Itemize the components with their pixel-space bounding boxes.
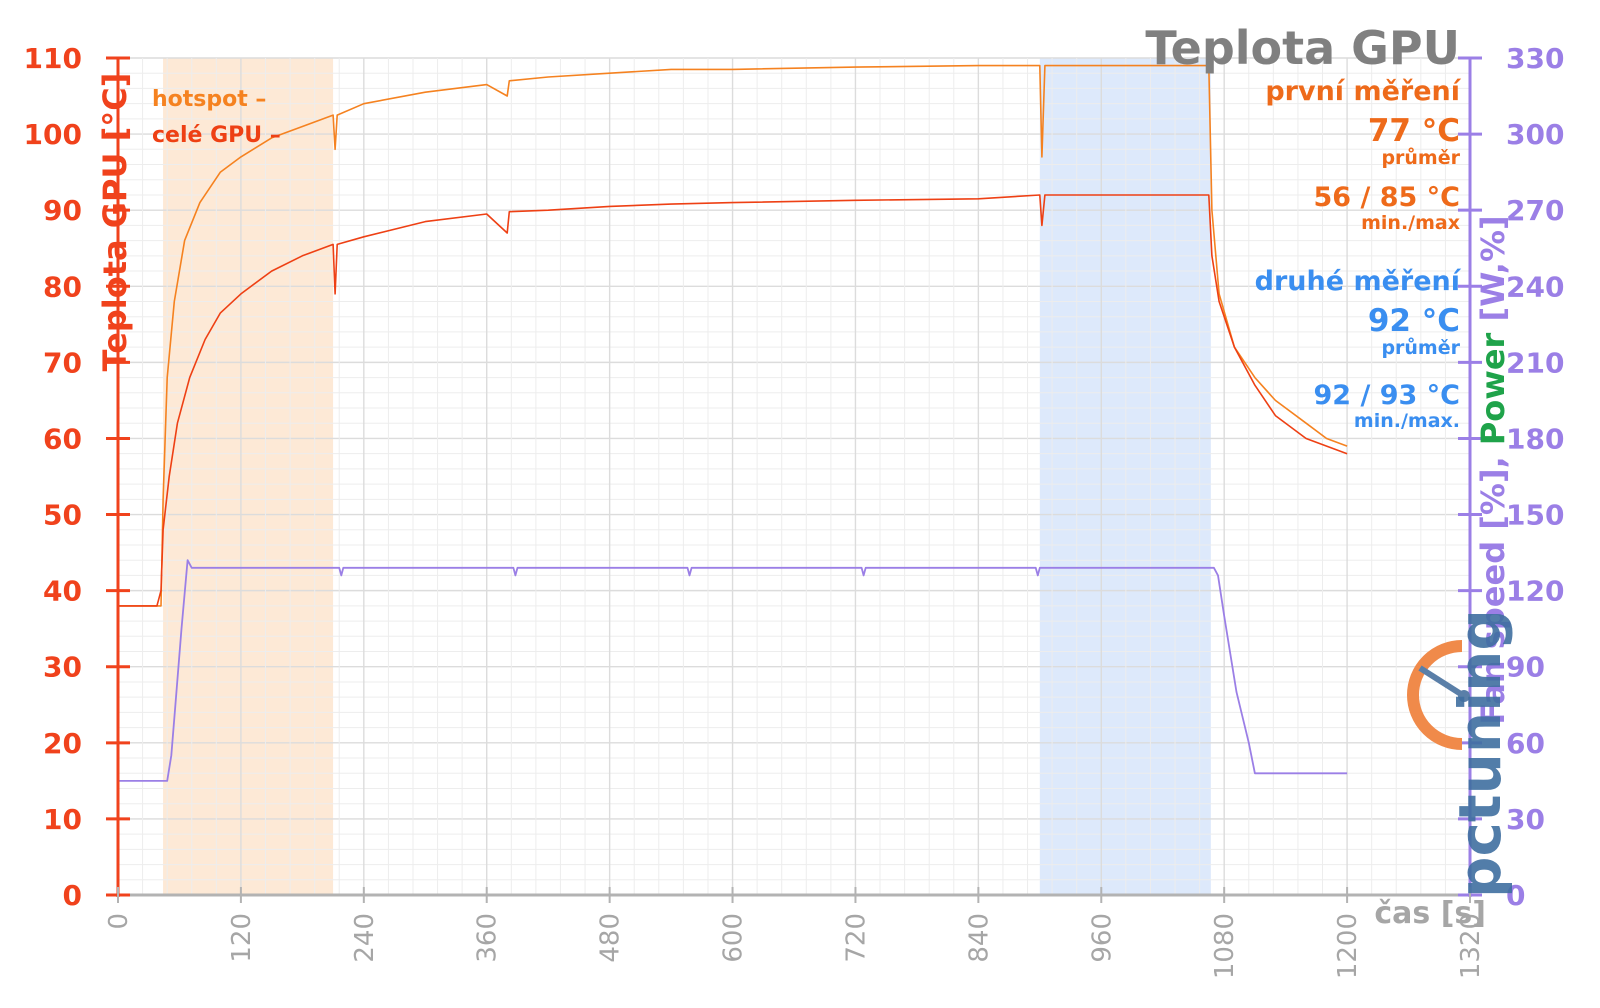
second-average-caption: průměr (1381, 336, 1460, 359)
y-tick-right-label: 180 (1506, 422, 1564, 455)
y-axis-left-label: Teplota GPU [°C] (96, 73, 134, 372)
x-tick-label: 960 (1087, 913, 1117, 963)
y-tick-right-label: 90 (1506, 651, 1545, 684)
tick-labels: 0 10 20 30 40 50 60 70 80 90 100 110 0 30 60 90 120 150 18… (24, 42, 1565, 979)
shaded-region-2 (1039, 58, 1211, 895)
x-tick-label: 120 (227, 913, 257, 963)
axes (116, 58, 1472, 897)
chart-title: Teplota GPU (1145, 21, 1460, 75)
second-minmax-caption: min./max. (1354, 410, 1460, 432)
y-tick-right-label: 120 (1506, 575, 1564, 608)
y-tick-right-label: 240 (1506, 270, 1564, 303)
y-tick-right-label: 210 (1506, 346, 1564, 379)
x-tick-label: 840 (964, 913, 994, 963)
y-tick-right-label: 150 (1506, 499, 1564, 532)
y-tick-left-label: 90 (43, 194, 82, 227)
x-tick-label: 240 (350, 913, 380, 963)
y-tick-left-label: 100 (24, 118, 82, 151)
legend-hotspot: hotspot – (152, 87, 266, 112)
pctuning-logo: pctuning (1407, 609, 1514, 898)
first-average-caption: průměr (1381, 146, 1460, 169)
y-tick-left-label: 20 (43, 727, 82, 760)
y-tick-left-label: 10 (43, 803, 82, 836)
x-tick-label: 1320 (1456, 913, 1486, 979)
shaded-region-1 (163, 58, 334, 895)
x-tick-label: 480 (596, 913, 626, 963)
y-tick-left-label: 70 (43, 346, 82, 379)
y-axis-right-label-part: Fan speed [%], (1474, 445, 1512, 725)
first-minmax-caption: min./max (1361, 212, 1460, 234)
x-tick-label: 0 (104, 913, 134, 930)
x-tick-label: 1080 (1210, 913, 1240, 979)
series-line-hotspot (118, 64, 1348, 607)
y-tick-right-label: 330 (1506, 42, 1564, 75)
series-line-fan-speed (118, 559, 1348, 782)
y-tick-left-label: 80 (43, 270, 82, 303)
x-tick-label: 1200 (1333, 913, 1363, 979)
second-minmax-value: 92 / 93 °C (1313, 380, 1460, 411)
logo-gauge-needle (1418, 665, 1466, 699)
series-lines (118, 64, 1348, 782)
y-tick-right-label: 30 (1506, 803, 1545, 836)
logo-gauge-hub (1458, 690, 1470, 702)
y-axis-right-label-part: Power (1474, 332, 1512, 445)
x-tick-label: 720 (841, 913, 871, 963)
second-measurement-label: druhé měření (1255, 266, 1462, 297)
y-tick-left-label: 30 (43, 651, 82, 684)
y-tick-right-label: 300 (1506, 118, 1564, 151)
x-tick-label: 360 (473, 913, 503, 963)
y-tick-left-label: 0 (63, 879, 82, 912)
y-tick-left-label: 40 (43, 575, 82, 608)
y-tick-left-label: 60 (43, 422, 82, 455)
y-tick-right-label: 0 (1506, 879, 1525, 912)
first-minmax-value: 56 / 85 °C (1313, 182, 1460, 213)
legend-gpu: celé GPU – (152, 123, 281, 148)
y-tick-right-label: 60 (1506, 727, 1545, 760)
y-tick-left-label: 110 (24, 42, 82, 75)
x-axis-label: čas [s] (1374, 896, 1486, 931)
y-axis-right-label: Fan speed [%], Power [W,%] (1474, 215, 1512, 724)
y-axis-right-label-part: [W,%] (1474, 215, 1512, 332)
logo-text: pctuning (1446, 609, 1514, 898)
second-average-value: 92 °C (1368, 303, 1460, 339)
series-line-cel-gpu (118, 194, 1348, 607)
logo-gauge-ring (1407, 640, 1463, 750)
first-average-value: 77 °C (1368, 113, 1460, 149)
grid (117, 57, 1471, 896)
first-measurement-label: první měření (1265, 76, 1461, 107)
x-tick-label: 600 (719, 913, 749, 963)
y-tick-right-label: 270 (1506, 194, 1564, 227)
shaded-regions (163, 58, 1211, 895)
y-tick-left-label: 50 (43, 499, 82, 532)
